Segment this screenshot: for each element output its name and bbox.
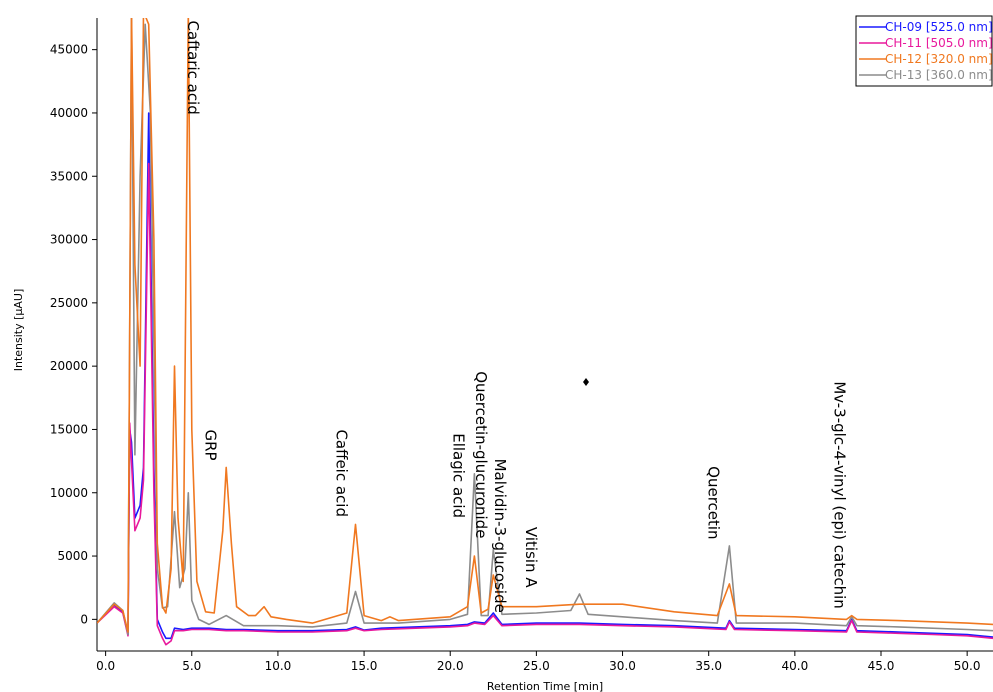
x-tick-label: 50.0 [954, 659, 981, 673]
x-tick-label: 40.0 [781, 659, 808, 673]
x-tick-label: 30.0 [609, 659, 636, 673]
y-tick-label: 35000 [50, 169, 88, 183]
cursor-marker-icon [583, 378, 589, 386]
y-tick-label: 5000 [57, 549, 88, 563]
x-tick-label: 0.0 [96, 659, 115, 673]
y-tick-label: 25000 [50, 296, 88, 310]
y-tick-label: 40000 [50, 106, 88, 120]
y-tick-label: 15000 [50, 422, 88, 436]
x-tick-label: 5.0 [182, 659, 201, 673]
y-tick-label: 20000 [50, 359, 88, 373]
legend: CH-09 [525.0 nm] CH-11 [505.0 nm] CH-12 [3… [855, 15, 993, 87]
x-axis-title: Retention Time [min] [487, 680, 603, 692]
x-tick-label: 15.0 [351, 659, 378, 673]
x-tick-label: 35.0 [695, 659, 722, 673]
series-line-ch-13 [97, 18, 993, 636]
x-tick-label: 10.0 [265, 659, 292, 673]
peak-label: GRP [201, 429, 219, 460]
annotation-layer: Caftaric acid GRP Caffeic acid Ellagic acid… [184, 21, 848, 613]
x-tick-label: 25.0 [523, 659, 550, 673]
x-tick-label: 20.0 [437, 659, 464, 673]
peak-label: Quercetin-glucuronide [472, 371, 490, 538]
legend-item-label: CH-11 [505.0 nm] [885, 36, 993, 50]
y-axis-title: Intensity [µAU] [12, 289, 25, 372]
y-tick-label: 45000 [50, 43, 88, 57]
peak-label: Mv-3-glc-4-vinyl (epi) catechin [830, 381, 848, 608]
legend-item-label: CH-12 [320.0 nm] [885, 52, 993, 66]
y-tick-label: 10000 [50, 486, 88, 500]
peak-label: Quercetin [704, 466, 722, 539]
x-tick-label: 45.0 [868, 659, 895, 673]
legend-item-label: CH-09 [525.0 nm] [885, 20, 993, 34]
peak-label: Caftaric acid [184, 21, 202, 115]
legend-item-label: CH-13 [360.0 nm] [885, 68, 993, 82]
peak-label: Ellagic acid [449, 433, 467, 518]
series-layer [97, 18, 993, 646]
series-line-ch-12 [97, 18, 993, 633]
y-tick-label: 0 [80, 612, 88, 626]
axes-layer: 0 5000 10000 15000 20000 25000 30000 35000 40000… [50, 18, 993, 673]
y-tick-label: 30000 [50, 233, 88, 247]
peak-label: Caffeic acid [332, 429, 350, 517]
peak-label: Malvidin-3-glucoside [491, 459, 509, 613]
peak-label: Vitisin A [522, 527, 540, 588]
series-line-ch-09 [97, 112, 993, 640]
series-line-ch-11 [97, 162, 993, 646]
